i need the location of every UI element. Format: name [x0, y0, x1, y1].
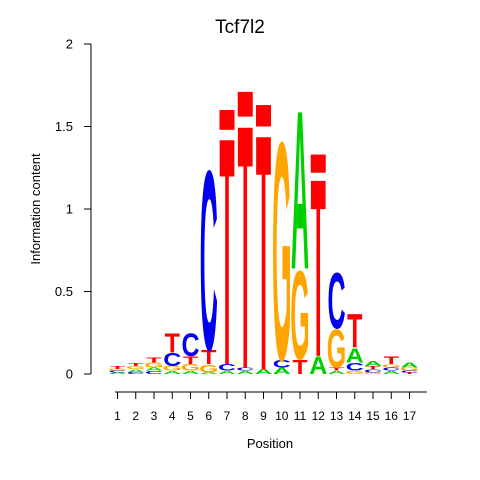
logo-letter-a: A [346, 344, 364, 367]
logo-letter-t-cap [237, 91, 253, 117]
logo-letter-t: T [347, 305, 362, 359]
logo-letter-t: T [146, 356, 161, 364]
logo-letter-a: A [108, 372, 126, 375]
logo-letter-g: G [126, 365, 145, 370]
logo-letter-a: A [200, 372, 218, 375]
logo-letter-t: T [292, 355, 307, 378]
logo-letter-t: T [329, 367, 344, 372]
chart-title: Tcf7l2 [215, 17, 265, 38]
y-tick-label: 1 [66, 202, 73, 217]
logo-letter-g: G [163, 364, 182, 372]
logo-letter-g: G [181, 362, 200, 372]
logo-letter-g: G [290, 247, 309, 387]
logo-letter-g: G [272, 77, 291, 425]
x-tick-label: 14 [348, 409, 362, 423]
logo-letter-t: T [110, 365, 125, 370]
logo-letter-t: T [384, 354, 399, 367]
logo-letter-c: C [145, 370, 163, 375]
y-tick-label: 1.5 [55, 119, 73, 134]
logo-letter-t: T [238, 53, 253, 442]
logo-letter-c: C [181, 328, 199, 364]
logo-letter-a: A [327, 370, 345, 375]
logo-letter-a: A [254, 368, 272, 376]
logo-letter-g: G [327, 318, 346, 380]
logo-letter-a: A [218, 370, 236, 375]
logo-letter-a: A [127, 368, 145, 373]
logo-letter-t: T [183, 354, 198, 367]
logo-letter-c: C [108, 370, 126, 373]
logo-letter-t: T [365, 365, 380, 370]
x-tick-label: 6 [205, 409, 212, 423]
logo-letter-c: C [364, 368, 382, 373]
logo-letter-t: T [201, 345, 216, 368]
x-tick-label: 8 [242, 409, 249, 423]
logo-letter-t: T [165, 327, 180, 358]
x-tick-label: 9 [260, 409, 267, 423]
logo-letter-c: C [327, 255, 345, 345]
logo-letter-c: C [127, 372, 145, 375]
logo-letter-a: A [273, 366, 292, 376]
logo-letter-a: A [163, 370, 181, 375]
logo-letter-c: C [400, 370, 418, 373]
y-tick-label: 0 [66, 367, 73, 382]
x-tick-label: 16 [385, 409, 399, 423]
logo-letter-g: G [144, 361, 163, 369]
logo-letter-t: T [256, 64, 271, 441]
x-tick-label: 3 [151, 409, 158, 423]
x-tick-label: 13 [330, 409, 344, 423]
y-axis-label: Information content [28, 153, 43, 265]
logo-letter-c: C [236, 367, 254, 372]
logo-letter-a: A [364, 359, 382, 367]
x-tick-label: 15 [366, 409, 380, 423]
logo-letter-c: C [273, 357, 291, 370]
logo-letter-g: G [199, 362, 218, 375]
logo-letter-a: A [382, 370, 400, 375]
y-tick-label: 2 [66, 37, 73, 52]
logo-letter-a: A [236, 370, 254, 375]
x-ticks: 1 2 3 4 5 6 7 8 9 10 11 12 13 14 15 16 17 [114, 392, 416, 423]
logo-letter-a: A [181, 370, 199, 375]
logo-letter-a: A [400, 361, 418, 369]
logo-letter-t-cap [219, 110, 235, 130]
x-axis-label: Position [247, 436, 293, 451]
x-tick-label: 7 [224, 409, 231, 423]
logo-letter-c: C [346, 361, 364, 374]
logo-letter-c: C [218, 362, 237, 372]
logo-letter-t-cap [256, 105, 271, 127]
x-tick-label: 1 [114, 409, 121, 423]
x-tick-label: 2 [132, 409, 139, 423]
logo-letter-g: G [400, 367, 419, 372]
x-tick-label: 11 [294, 409, 307, 423]
x-tick-label: 17 [403, 409, 417, 423]
logo-letter-g: G [345, 370, 364, 375]
y-ticks: 0 0.5 1 1.5 2 [55, 37, 91, 382]
logo-letter-a: A [309, 352, 327, 380]
logo-letter-t: T [311, 126, 326, 410]
x-tick-label: 5 [187, 409, 194, 423]
x-tick-label: 12 [312, 409, 326, 423]
logo-letter-t: T [219, 69, 234, 433]
x-tick-label: 10 [275, 409, 289, 423]
logo-letter-g: G [382, 363, 401, 368]
logo-letter-a: A [145, 367, 163, 372]
logo-letter-a: A [291, 65, 309, 318]
y-tick-label: 0.5 [55, 284, 73, 299]
logo-letter-t: T [402, 372, 417, 375]
logo-letter-t-cap [310, 154, 326, 173]
x-tick-label: 4 [169, 409, 176, 423]
logo-letter-c: C [200, 117, 218, 404]
logo-letter-g: G [363, 372, 382, 375]
logo-letter-c: C [382, 367, 400, 372]
logo-letter-c: C [163, 349, 181, 370]
logo-letter-t: T [128, 362, 143, 367]
logo-letter-g: G [108, 369, 127, 372]
